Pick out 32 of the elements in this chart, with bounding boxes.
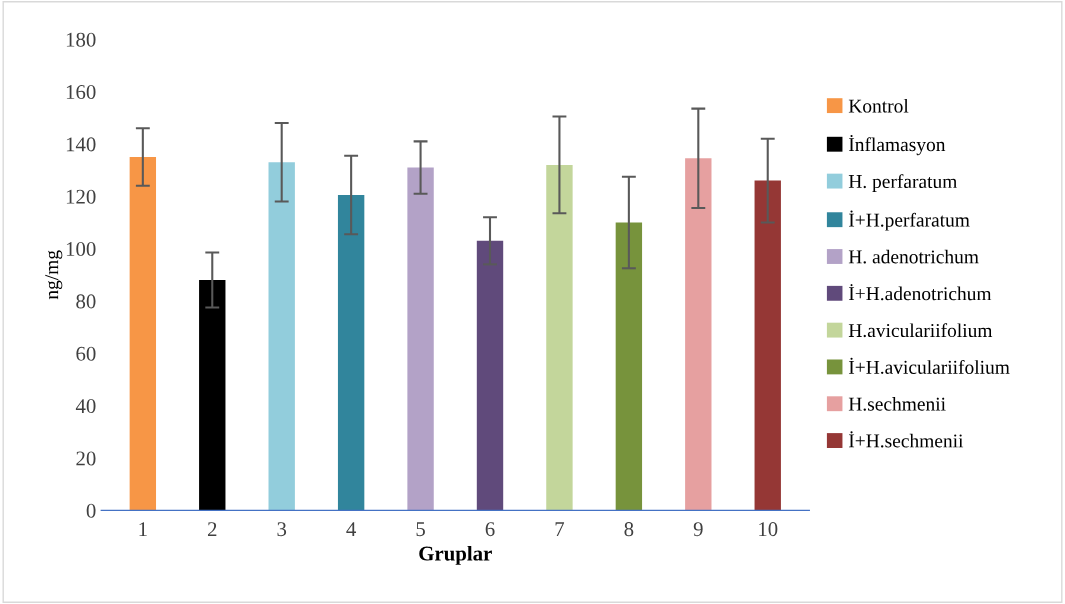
- x-tick-label: 3: [277, 522, 287, 537]
- y-axis-title: ng/mg: [45, 250, 63, 300]
- y-tick-label: 80: [76, 294, 96, 309]
- y-tick-label: 60: [76, 346, 96, 361]
- y-tick-label: 20: [76, 451, 96, 466]
- y-tick-label: 120: [66, 189, 96, 204]
- y-tick-label: 160: [66, 84, 96, 100]
- legend-label: H.aviculariifolium: [848, 323, 993, 338]
- legend-label: İ+H.aviculariifolium: [848, 357, 1010, 374]
- x-tick-label: 2: [207, 522, 217, 536]
- x-tick-label: 1: [139, 522, 147, 536]
- legend-label: Kontrol: [848, 98, 909, 113]
- x-tick-label: 7: [555, 522, 565, 536]
- y-tick-label: 40: [75, 399, 96, 414]
- x-tick-label: 4: [346, 522, 357, 536]
- x-tick-label: 6: [485, 522, 495, 537]
- y-tick-label: 100: [66, 242, 96, 257]
- y-tick-label: 140: [66, 137, 96, 152]
- legend-label: H.sechmenii: [848, 397, 946, 411]
- legend-label: İ+H.adenotrichum: [848, 284, 992, 301]
- legend-label: İnflamasyon: [848, 135, 946, 156]
- legend-label: İ+H.perfaratum: [848, 210, 970, 231]
- y-tick-label: 0: [86, 503, 96, 518]
- legend-label: H. adenotrichum: [848, 249, 979, 264]
- x-tick-label: 10: [759, 522, 778, 537]
- y-tick-label: 180: [66, 32, 96, 47]
- x-tick-label: 9: [693, 522, 703, 537]
- x-tick-label: 8: [624, 522, 634, 537]
- x-axis-title: Gruplar: [419, 545, 492, 565]
- legend-label: H. perfaratum: [848, 174, 958, 192]
- legend-label: İ+H.sechmenii: [848, 431, 964, 448]
- x-tick-label: 5: [416, 522, 425, 537]
